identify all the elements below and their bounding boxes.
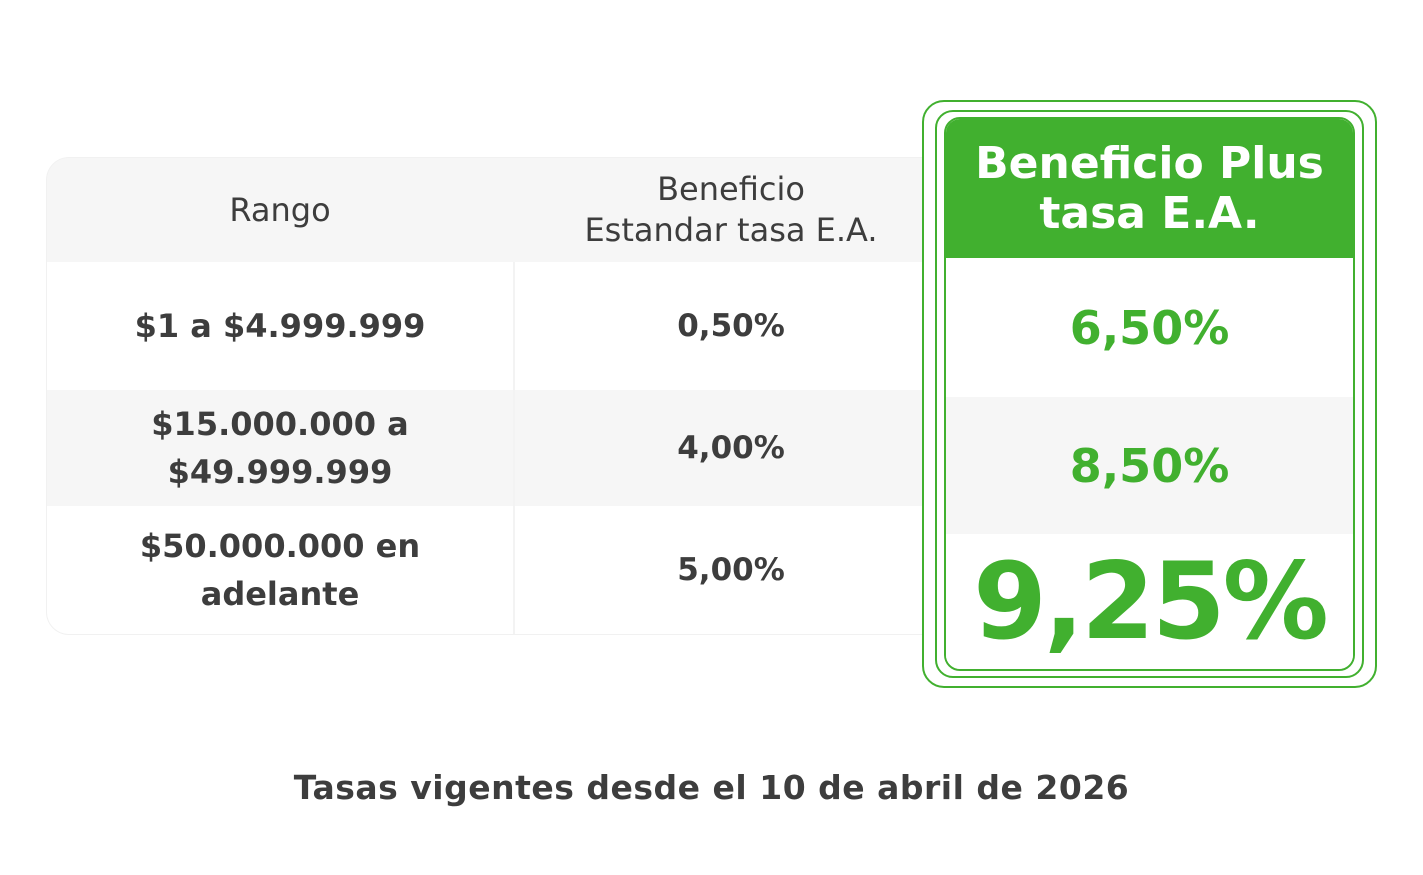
plus-rate-highlight: 9,25% <box>973 540 1329 663</box>
standard-rate: 5,00% <box>677 552 785 588</box>
rates-footnote: Tasas vigentes desde el 10 de abril de 2… <box>293 768 1130 807</box>
range-text-line2: adelante <box>200 575 360 613</box>
table-row-3-range: $50.000.000 en adelante <box>47 506 513 634</box>
header-standard-line2: Estandar tasa E.A. <box>584 211 878 249</box>
header-range-label: Rango <box>229 190 331 229</box>
plus-rate-row-1: 6,50% <box>946 258 1353 397</box>
standard-rate: 4,00% <box>677 430 785 466</box>
header-range: Rango <box>47 158 513 262</box>
table-row-1-standard: 0,50% <box>515 262 947 390</box>
range-text-line2: $49.999.999 <box>167 453 393 491</box>
header-standard-line1: Beneficio <box>657 170 805 208</box>
standard-rate: 0,50% <box>677 308 785 344</box>
range-text: $1 a $4.999.999 <box>134 307 426 345</box>
plus-card-middle-border <box>935 110 1364 678</box>
rates-table: Rango Beneficio Estandar tasa E.A. $1 a … <box>47 158 947 634</box>
table-row-3-standard: 5,00% <box>515 506 947 634</box>
plus-card: Beneficio Plus tasa E.A. 6,50% 8,50% 9,2… <box>944 117 1355 671</box>
plus-rate: 6,50% <box>1069 300 1230 355</box>
plus-title-line2: tasa E.A. <box>1039 187 1260 239</box>
header-standard: Beneficio Estandar tasa E.A. <box>515 158 947 262</box>
plus-card-header: Beneficio Plus tasa E.A. <box>946 119 1353 258</box>
table-row-2-range: $15.000.000 a $49.999.999 <box>47 390 513 506</box>
plus-rate-row-2: 8,50% <box>946 397 1353 534</box>
plus-rate-row-3: 9,25% <box>946 534 1353 669</box>
range-text-line1: $50.000.000 en <box>139 527 421 565</box>
plus-title-line1: Beneficio Plus <box>975 137 1324 189</box>
table-row-2-standard: 4,00% <box>515 390 947 506</box>
plus-rate: 8,50% <box>1069 438 1230 493</box>
column-divider <box>513 262 515 634</box>
range-text-line1: $15.000.000 a <box>151 405 409 443</box>
table-row-1-range: $1 a $4.999.999 <box>47 262 513 390</box>
